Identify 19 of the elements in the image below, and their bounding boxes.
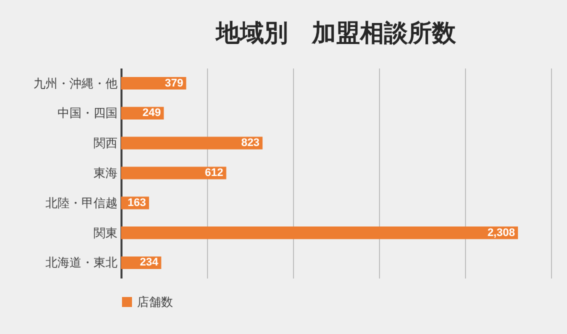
legend-label: 店舗数 xyxy=(137,295,173,309)
data-label: 612 xyxy=(204,167,224,179)
chart-title: 地域別 加盟相談所数 xyxy=(215,20,457,47)
data-label: 249 xyxy=(142,107,161,120)
bar xyxy=(121,136,263,150)
data-label: 234 xyxy=(140,256,160,269)
bar xyxy=(121,166,226,180)
y-tick-label: 北海道・東北 xyxy=(46,256,118,270)
y-tick-label: 関東 xyxy=(94,226,118,240)
y-tick-label: 北陸・甲信越 xyxy=(46,196,118,210)
y-tick-label: 九州・沖縄・他 xyxy=(34,76,118,90)
data-label: 2,308 xyxy=(487,226,515,239)
y-tick-label: 中国・四国 xyxy=(58,106,118,120)
bar xyxy=(121,226,518,240)
y-tick-label: 東海 xyxy=(94,166,118,180)
data-label: 163 xyxy=(128,196,146,209)
y-tick-label: 関西 xyxy=(94,136,118,150)
data-label: 379 xyxy=(164,77,184,90)
data-label: 823 xyxy=(241,137,260,150)
